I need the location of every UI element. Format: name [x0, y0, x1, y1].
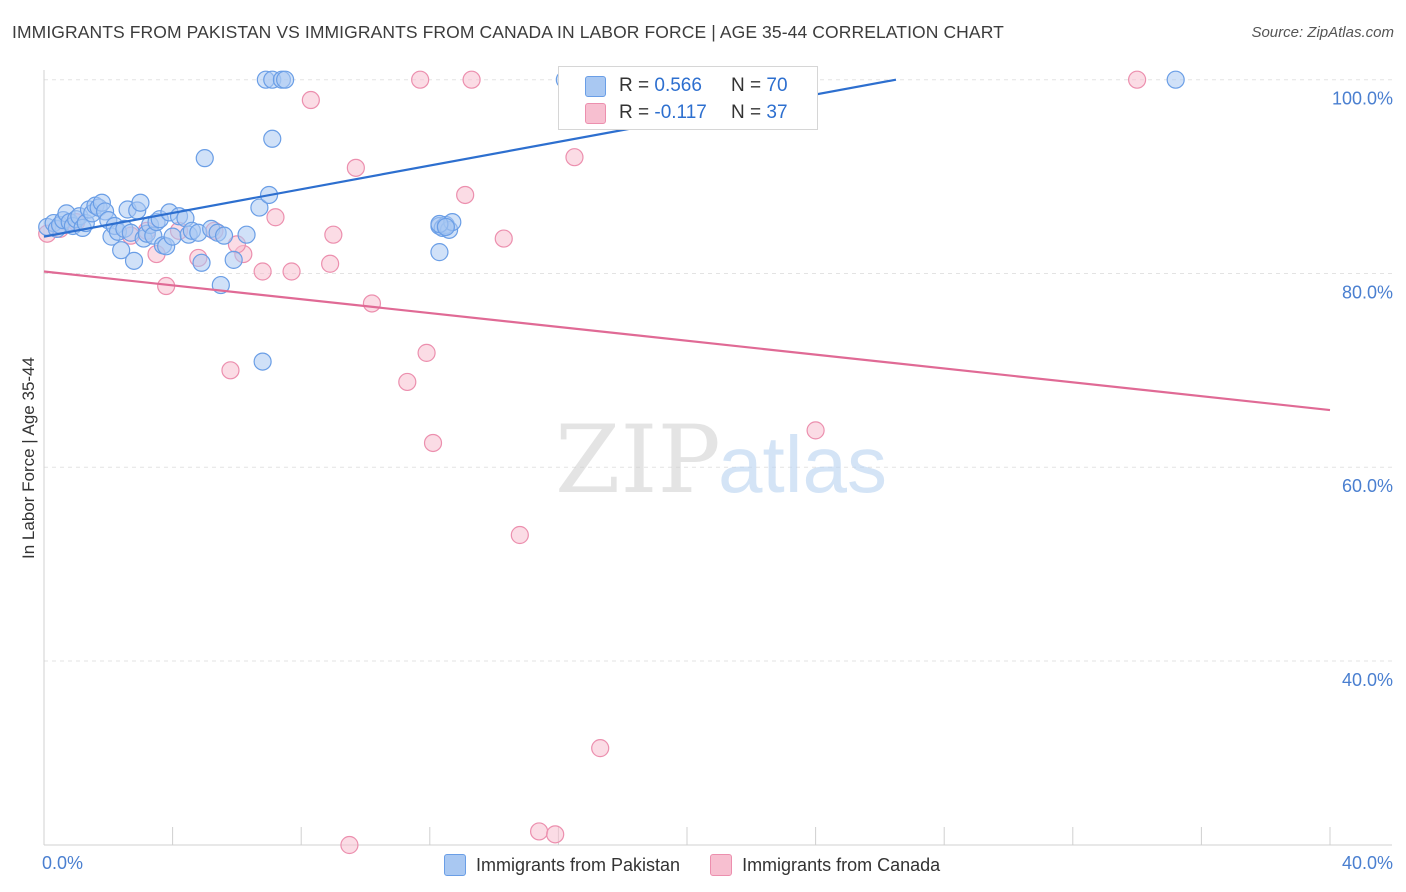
legend-item-pakistan[interactable]: Immigrants from Pakistan [444, 854, 680, 876]
watermark-atlas: atlas [718, 420, 887, 509]
pakistan-point [250, 198, 269, 217]
canada-point [340, 835, 359, 855]
canada-point [806, 421, 825, 440]
canada-point [324, 225, 343, 244]
tick-labels: 100.0% 80.0% 60.0% 40.0% 0.0% 40.0% [42, 89, 1393, 873]
canada-point [423, 433, 443, 453]
canada-point [301, 90, 320, 110]
pakistan-point [131, 193, 150, 212]
y-tick-label: 60.0% [1342, 476, 1393, 496]
canada-point [462, 70, 481, 89]
y-axis-label: In Labor Force | Age 35-44 [19, 357, 38, 559]
canada-point [1127, 70, 1147, 89]
canada-point [282, 262, 301, 281]
canada-point [565, 148, 584, 167]
pakistan-point [436, 217, 455, 237]
watermark: ZIP atlas [555, 406, 887, 515]
canada-point [321, 254, 340, 273]
grid-lines [44, 79, 1392, 662]
canada-point [417, 343, 436, 362]
legend-item-canada[interactable]: Immigrants from Canada [710, 854, 940, 876]
canada-point [530, 822, 549, 841]
canada-point [591, 739, 610, 758]
source-label: Source: ZipAtlas.com [1251, 24, 1394, 41]
canada-point [510, 525, 529, 545]
canada-r-label: R = [619, 102, 655, 123]
canada-point [398, 372, 417, 392]
pakistan-r-label: R = [619, 75, 655, 96]
canada-swatch [585, 102, 606, 124]
y-tick-label: 80.0% [1342, 282, 1393, 302]
pakistan-point [237, 225, 256, 244]
x-tick-label: 40.0% [1342, 853, 1393, 873]
pakistan-n-value: 70 [766, 75, 788, 96]
canada-point [546, 825, 565, 844]
chart-legend: Immigrants from Pakistan Immigrants from… [444, 850, 970, 880]
pakistan-n-label: N = [731, 75, 767, 96]
y-tick-label: 40.0% [1342, 670, 1393, 690]
canada-n-label: N = [731, 102, 767, 123]
canada-point [221, 361, 240, 380]
canada-point [346, 158, 365, 177]
pakistan-point [1166, 70, 1185, 89]
canada-r-value: -0.117 [654, 102, 707, 123]
legend-pakistan-swatch [444, 854, 466, 876]
pakistan-point [263, 129, 282, 148]
pakistan-point [192, 253, 211, 272]
canada-point [411, 70, 430, 89]
pakistan-point [224, 250, 243, 269]
chart-title: IMMIGRANTS FROM PAKISTAN VS IMMIGRANTS F… [12, 22, 1004, 42]
pakistan-point [430, 243, 449, 262]
canada-point [253, 262, 272, 281]
legend-canada-swatch [710, 854, 733, 876]
stats-legend-box: R = 0.566 N = 70 R = -0.117 N = 37 [558, 66, 818, 130]
y-tick-label: 100.0% [1332, 89, 1393, 109]
pakistan-point [195, 149, 214, 168]
pakistan-point [214, 226, 234, 245]
pakistan-point [124, 251, 144, 270]
pakistan-point [112, 241, 131, 260]
watermark-zip: ZIP [555, 406, 721, 515]
canada-point [494, 229, 513, 248]
pakistan-point [163, 227, 182, 246]
legend-pakistan-label: Immigrants from Pakistan [476, 854, 681, 875]
pakistan-point [253, 352, 272, 371]
canada-point [456, 185, 475, 205]
pakistan-r-value: 0.566 [654, 75, 702, 96]
canada-point [362, 294, 382, 313]
canada-trend-line [43, 270, 1331, 412]
legend-canada-label: Immigrants from Canada [742, 854, 941, 875]
canada-n-value: 37 [766, 102, 788, 123]
canada-point [266, 208, 285, 227]
pakistan-swatch [585, 75, 606, 97]
x-tick-label: 0.0% [42, 853, 83, 873]
pakistan-point [276, 70, 295, 89]
